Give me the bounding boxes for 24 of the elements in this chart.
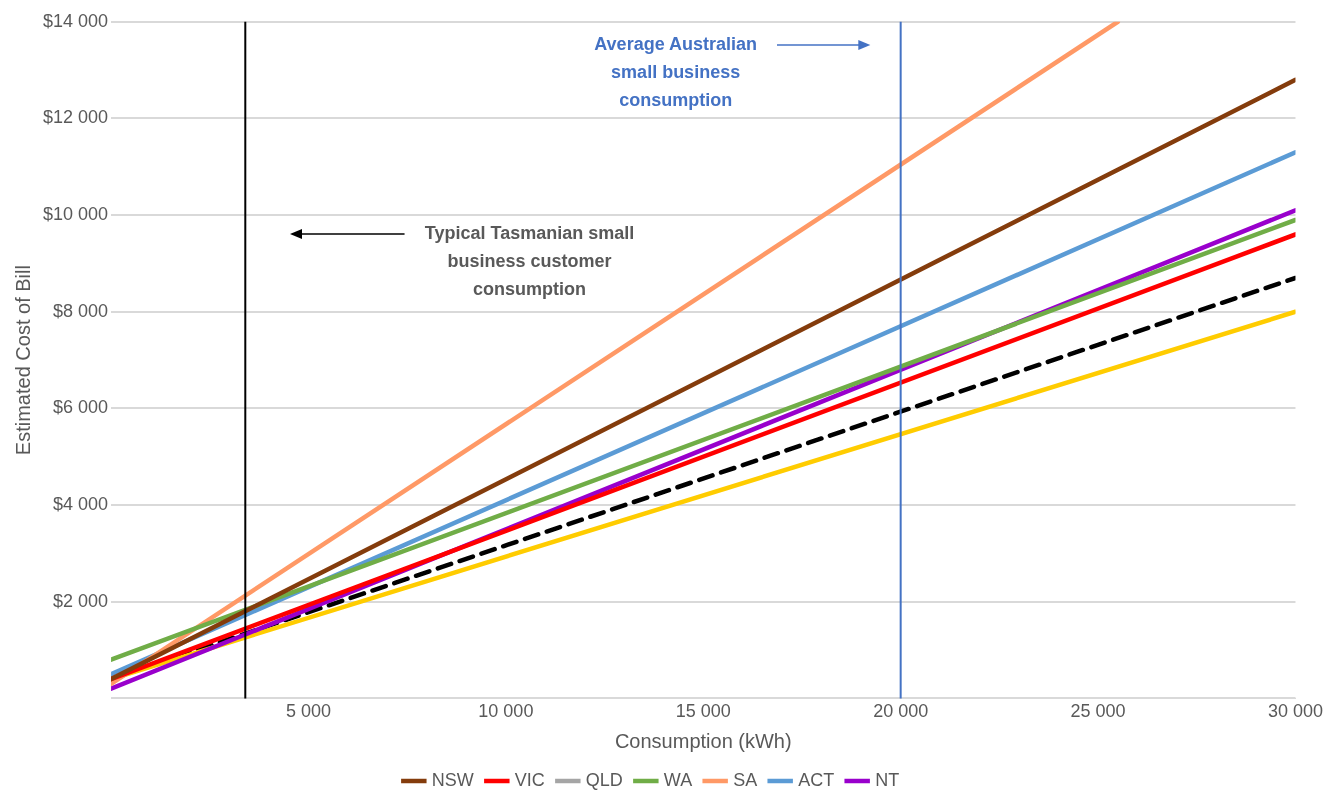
y-tick-label: $8 000 bbox=[53, 300, 109, 321]
x-axis-title: Consumption (kWh) bbox=[614, 729, 792, 752]
legend-label: NSW bbox=[431, 769, 474, 790]
y-axis-title: Estimated Cost of Bill bbox=[11, 265, 34, 456]
x-tick-label: 25 000 bbox=[1070, 701, 1126, 722]
x-tick-label: 15 000 bbox=[675, 701, 731, 722]
annotation: Average Australian small business consumption bbox=[594, 33, 757, 110]
x-tick-label: 5 000 bbox=[285, 701, 331, 722]
x-tick-label: 30 000 bbox=[1267, 701, 1323, 722]
y-tick-label: $6 000 bbox=[53, 397, 109, 418]
legend-label: WA bbox=[663, 769, 693, 790]
legend-label: QLD bbox=[585, 769, 623, 790]
y-tick-label: $10 000 bbox=[42, 204, 109, 225]
y-tick-label: $2 000 bbox=[53, 590, 109, 611]
legend-label: VIC bbox=[514, 769, 545, 790]
x-tick-label: 10 000 bbox=[478, 701, 534, 722]
y-tick-label: $14 000 bbox=[42, 10, 109, 31]
y-tick-label: $12 000 bbox=[42, 107, 109, 128]
legend-label: SA bbox=[733, 769, 758, 790]
legend-label: ACT bbox=[798, 769, 835, 790]
x-tick-label: 20 000 bbox=[873, 701, 929, 722]
annotation: Typical Tasmanian small business customer consumption bbox=[424, 222, 635, 299]
legend-label: NT bbox=[875, 769, 900, 790]
y-tick-label: $4 000 bbox=[53, 494, 109, 515]
